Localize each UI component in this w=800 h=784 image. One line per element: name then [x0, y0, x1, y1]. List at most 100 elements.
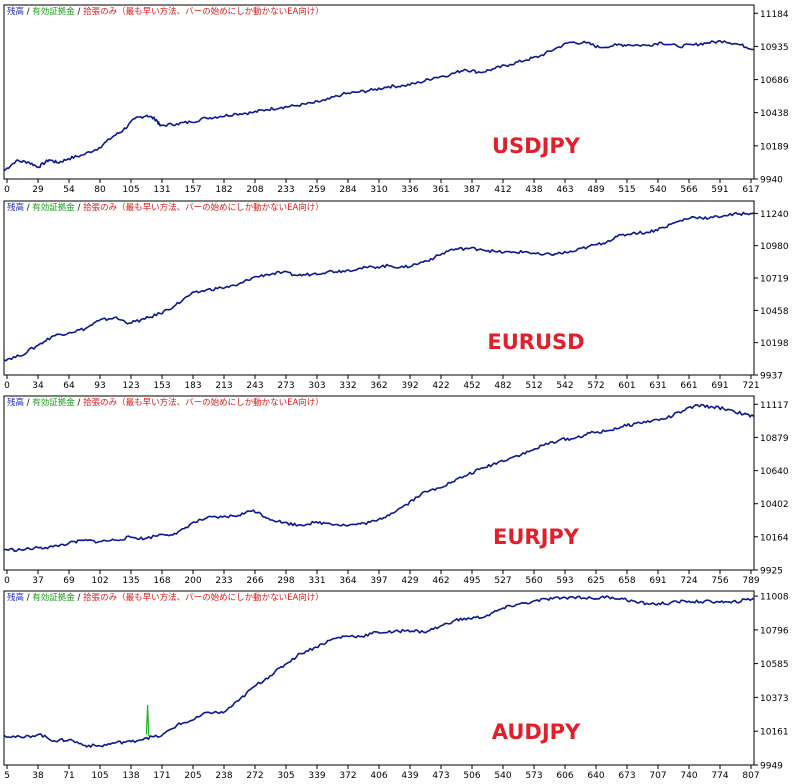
x-tick-label: 183 [184, 381, 201, 389]
x-tick-label: 489 [587, 185, 604, 193]
x-tick-label: 463 [556, 185, 573, 193]
legend-separator: / [24, 593, 32, 603]
x-tick-label: 273 [277, 381, 294, 389]
x-tick-label: 205 [184, 771, 201, 779]
y-tick-label: 10161 [760, 728, 789, 738]
chart-legend: 残高 / 有効証拠金 / 拾張のみ（最も早い方法、バーの始めにしか動かないEA向… [7, 592, 324, 603]
x-tick-label: 774 [711, 771, 728, 779]
x-tick-label: 606 [556, 771, 573, 779]
x-tick-label: 153 [153, 381, 170, 389]
x-tick-label: 80 [94, 185, 106, 193]
x-tick-label: 515 [618, 185, 635, 193]
x-tick-label: 593 [556, 576, 573, 584]
x-tick-label: 339 [308, 771, 325, 779]
x-tick-label: 661 [680, 381, 697, 389]
x-tick-label: 691 [649, 576, 666, 584]
chart-svg: 残高 / 有効証拠金 / 拾張のみ（最も早い方法、バーの始めにしか動かないEA向… [3, 590, 789, 779]
legend-entry: 拾張のみ（最も早い方法、バーの始めにしか動かないEA向け） [83, 202, 324, 213]
y-tick-label: 10980 [760, 242, 789, 252]
chart-panel-eurusd: 残高 / 有効証拠金 / 拾張のみ（最も早い方法、バーの始めにしか動かないEA向… [0, 199, 800, 394]
x-tick-label: 310 [370, 185, 387, 193]
legend-separator: / [75, 398, 83, 408]
plot-frame [3, 590, 755, 766]
chart-panel-audjpy: 残高 / 有効証拠金 / 拾張のみ（最も早い方法、バーの始めにしか動かないEA向… [0, 589, 800, 784]
x-tick-label: 566 [680, 185, 697, 193]
chart-panel-usdjpy: 残高 / 有効証拠金 / 拾張のみ（最も早い方法、バーの始めにしか動かないEA向… [0, 3, 800, 198]
x-tick-label: 462 [432, 576, 449, 584]
legend-entry: 残高 [7, 202, 24, 213]
x-tick-label: 284 [339, 185, 356, 193]
legend-entry: 拾張のみ（最も早い方法、バーの始めにしか動かないEA向け） [83, 6, 324, 17]
x-tick-label: 131 [153, 185, 170, 193]
x-tick-label: 361 [432, 185, 449, 193]
chart-legend: 残高 / 有効証拠金 / 拾張のみ（最も早い方法、バーの始めにしか動かないEA向… [7, 202, 324, 213]
y-tick-label: 11117 [760, 401, 789, 411]
x-tick-label: 789 [742, 576, 759, 584]
x-tick-label: 542 [556, 381, 573, 389]
x-tick-label: 305 [277, 771, 294, 779]
y-tick-label: 10189 [760, 142, 789, 152]
balance-line [3, 595, 755, 748]
x-tick-label: 740 [680, 771, 697, 779]
x-tick-label: 332 [339, 381, 356, 389]
y-tick-label: 10935 [760, 43, 789, 53]
x-tick-label: 38 [32, 771, 44, 779]
x-tick-label: 625 [587, 576, 604, 584]
x-tick-label: 601 [618, 381, 635, 389]
legend-entry: 有効証拠金 [32, 397, 75, 408]
y-tick-label: 10198 [760, 339, 789, 349]
y-tick-label: 10879 [760, 434, 789, 444]
x-tick-label: 64 [63, 381, 75, 389]
y-tick-label: 10458 [760, 307, 789, 317]
x-tick-label: 54 [63, 185, 75, 193]
pair-label: EURUSD [487, 330, 584, 354]
chart-legend: 残高 / 有効証拠金 / 拾張のみ（最も早い方法、バーの始めにしか動かないEA向… [7, 6, 324, 17]
x-tick-label: 259 [308, 185, 325, 193]
x-tick-label: 298 [277, 576, 294, 584]
x-tick-label: 171 [153, 771, 170, 779]
x-tick-label: 482 [494, 381, 511, 389]
x-tick-label: 691 [711, 381, 728, 389]
x-tick-label: 213 [215, 381, 232, 389]
chart-svg: 残高 / 有効証拠金 / 拾張のみ（最も早い方法、バーの始めにしか動かないEA向… [3, 200, 789, 389]
x-tick-label: 182 [215, 185, 232, 193]
x-tick-label: 658 [618, 576, 635, 584]
balance-line [3, 211, 755, 362]
pair-label: AUDJPY [492, 720, 581, 744]
x-tick-label: 5 [4, 771, 10, 779]
y-tick-label: 10719 [760, 275, 789, 285]
x-tick-label: 721 [742, 381, 759, 389]
x-tick-label: 438 [525, 185, 542, 193]
legend-separator: / [75, 593, 83, 603]
x-tick-label: 135 [122, 576, 139, 584]
legend-separator: / [24, 398, 32, 408]
x-tick-label: 243 [246, 381, 263, 389]
x-tick-label: 331 [308, 576, 325, 584]
x-tick-label: 397 [370, 576, 387, 584]
balance-line [3, 403, 755, 552]
chart-panel-eurjpy: 残高 / 有効証拠金 / 拾張のみ（最も早い方法、バーの始めにしか動かないEA向… [0, 394, 800, 589]
x-tick-label: 157 [184, 185, 201, 193]
y-tick-label: 11008 [760, 593, 789, 603]
x-tick-label: 364 [339, 576, 356, 584]
x-tick-label: 506 [463, 771, 480, 779]
legend-entry: 有効証拠金 [32, 592, 75, 603]
x-tick-label: 266 [246, 576, 263, 584]
y-tick-label: 9925 [760, 567, 783, 577]
plot-frame [3, 395, 755, 571]
chart-legend: 残高 / 有効証拠金 / 拾張のみ（最も早い方法、バーの始めにしか動かないEA向… [7, 397, 324, 408]
x-tick-label: 560 [525, 576, 542, 584]
x-tick-label: 707 [649, 771, 666, 779]
x-tick-label: 591 [711, 185, 728, 193]
plot-frame [3, 200, 755, 376]
x-tick-label: 233 [277, 185, 294, 193]
chart-svg: 残高 / 有効証拠金 / 拾張のみ（最も早い方法、バーの始めにしか動かないEA向… [3, 4, 789, 193]
x-tick-label: 336 [401, 185, 418, 193]
legend-separator: / [75, 7, 83, 17]
x-tick-label: 69 [63, 576, 75, 584]
x-tick-label: 406 [370, 771, 387, 779]
equity-spike-line [145, 704, 150, 737]
x-tick-label: 422 [432, 381, 449, 389]
x-tick-label: 724 [680, 576, 697, 584]
